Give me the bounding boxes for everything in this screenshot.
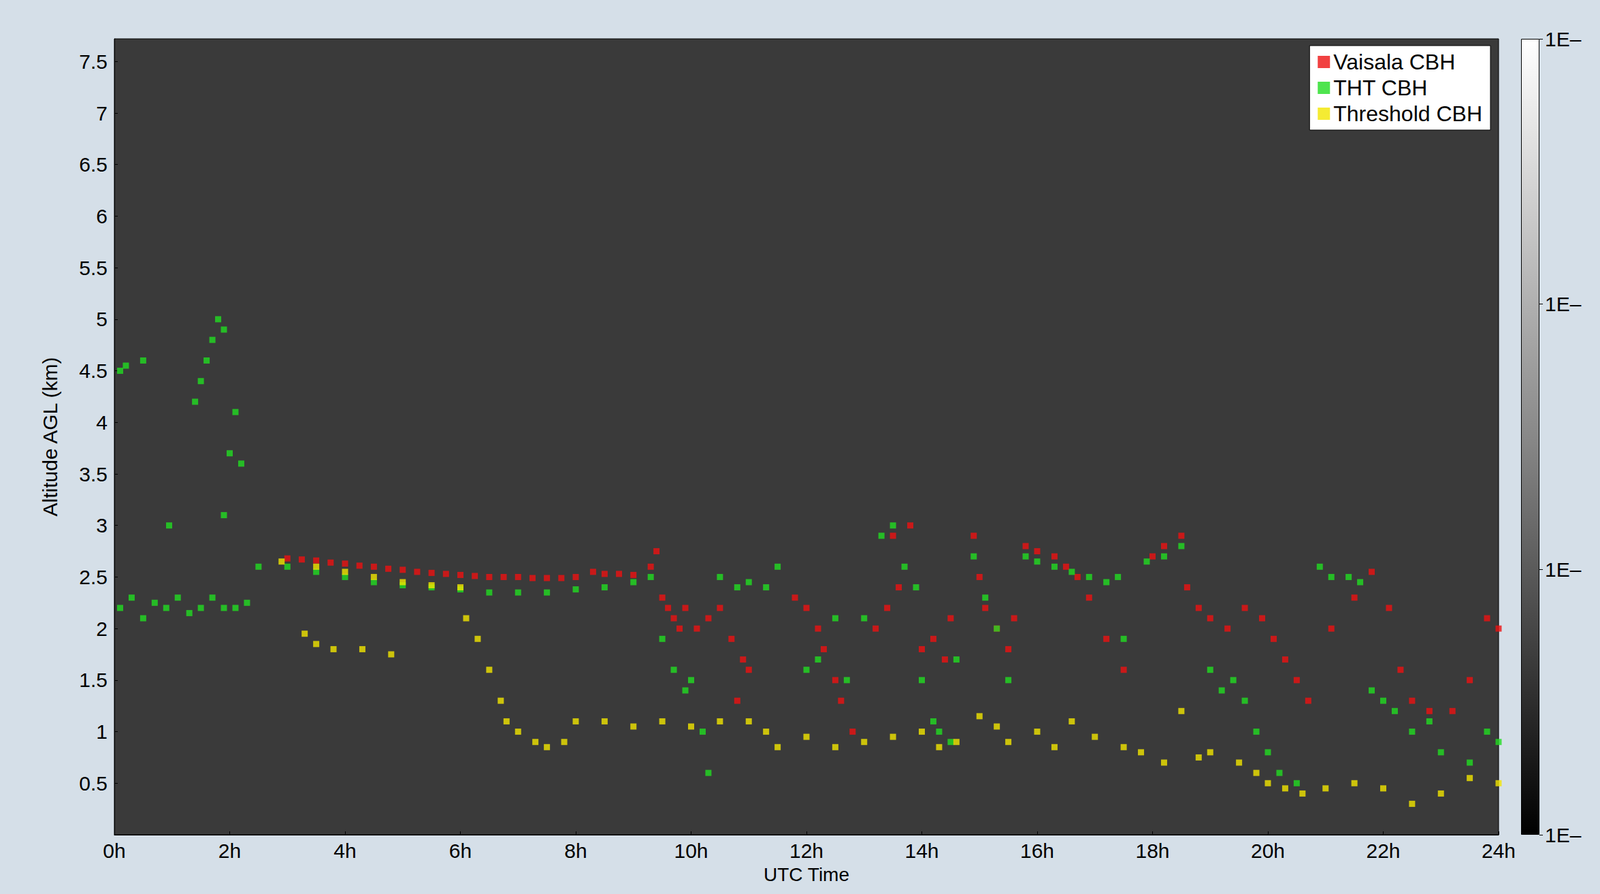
svg-text:8h: 8h [564,839,587,862]
svg-text:3: 3 [95,513,108,537]
svg-text:2: 2 [95,617,108,640]
svg-text:14h: 14h [904,839,939,862]
svg-text:6h: 6h [449,839,472,862]
svg-text:1: 1 [95,720,108,743]
svg-text:1E–: 1E– [1544,292,1582,316]
svg-text:0.5: 0.5 [78,771,108,795]
svg-text:5: 5 [95,307,108,331]
svg-text:1E–: 1E– [1544,823,1582,846]
svg-text:3.5: 3.5 [78,462,108,486]
svg-text:2h: 2h [218,839,241,862]
svg-text:7.5: 7.5 [78,50,108,73]
svg-text:10h: 10h [673,839,708,862]
svg-text:4: 4 [95,411,108,434]
svg-text:6: 6 [95,204,108,228]
svg-text:THT CBH: THT CBH [1333,75,1428,101]
svg-text:7: 7 [95,102,108,125]
svg-text:6.5: 6.5 [78,153,108,176]
svg-text:4.5: 4.5 [78,359,108,382]
svg-text:18h: 18h [1135,839,1170,862]
svg-text:Threshold CBH: Threshold CBH [1333,101,1483,126]
svg-text:1E–: 1E– [1544,27,1582,51]
svg-text:4h: 4h [333,839,356,862]
svg-text:5.5: 5.5 [78,256,108,280]
svg-text:Altitude AGL (km): Altitude AGL (km) [38,357,62,517]
svg-text:20h: 20h [1250,839,1285,862]
svg-text:16h: 16h [1020,839,1055,862]
svg-text:2.5: 2.5 [78,565,108,589]
svg-text:0h: 0h [102,839,126,862]
svg-text:12h: 12h [789,839,824,862]
svg-text:UTC Time: UTC Time [763,863,850,885]
svg-text:1.5: 1.5 [78,668,108,691]
svg-text:22h: 22h [1365,839,1400,862]
svg-text:Vaisala CBH: Vaisala CBH [1333,49,1456,75]
svg-text:1E–: 1E– [1544,558,1582,581]
svg-text:24h: 24h [1481,839,1516,862]
